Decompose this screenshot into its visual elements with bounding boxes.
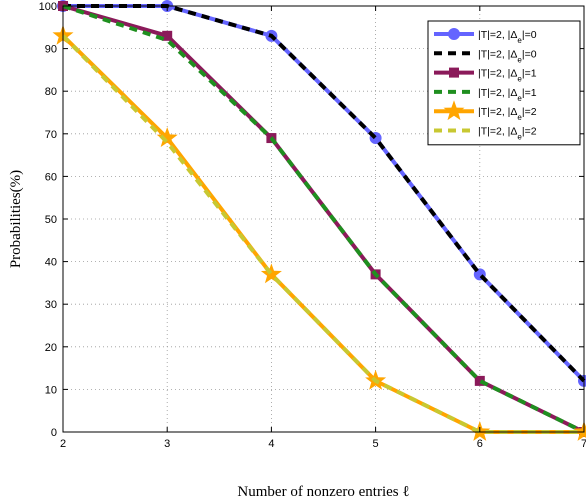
x-axis-label: Number of nonzero entries ℓ [237,484,409,500]
legend-box [427,20,581,146]
series-3 [62,4,585,434]
legend-label: |T|=2, |Δe|=2 [478,106,537,122]
legend-label: |T|=2, |Δe|=2 [478,126,537,142]
y-tick-label: 20 [45,342,57,354]
legend-entry: |T|=2, |Δe|=1 [434,87,537,103]
legend-entry: |T|=2, |Δe|=2 [434,100,537,122]
legend-label: |T|=2, |Δe|=0 [478,29,537,45]
y-tick-label: 30 [45,299,57,311]
x-tick-label: 3 [164,438,170,450]
legend-label: |T|=2, |Δe|=1 [478,87,537,103]
series-line [62,4,585,434]
y-tick-label: 60 [45,171,57,183]
data-point-square [162,30,173,41]
data-point-square [474,375,485,386]
legend-entry: |T|=2, |Δe|=0 [434,48,537,64]
y-tick-label: 70 [45,129,57,141]
legend-marker-square [449,67,459,78]
y-tick-label: 40 [45,257,57,269]
legend-marker-star [443,100,465,121]
y-tick-label: 50 [45,214,57,226]
legend-marker-circle [448,28,460,40]
y-tick-label: 0 [51,427,57,439]
y-tick-label: 100 [39,1,57,13]
y-tick-label: 80 [45,86,57,98]
x-tick-label: 4 [268,438,274,450]
legend-entry: |T|=2, |Δe|=0 [434,28,537,45]
legend-entry: |T|=2, |Δe|=2 [434,126,537,142]
legend-entry: |T|=2, |Δe|=1 [434,67,537,84]
data-point-star [573,421,586,441]
y-tick-label: 10 [45,384,57,396]
legend-label: |T|=2, |Δe|=1 [478,68,537,84]
x-tick-label: 7 [581,438,586,450]
x-tick-label: 5 [373,438,379,450]
data-point-star [156,127,178,147]
legend-label: |T|=2, |Δe|=0 [478,48,537,64]
grid-lines [63,6,584,432]
x-tick-label: 6 [477,438,483,450]
y-axis-label: Probabilities(%) [8,170,24,268]
data-point-star [260,263,282,284]
y-tick-label: 90 [45,44,57,56]
x-tick-label: 2 [60,438,66,450]
legend: |T|=2, |Δe|=0 |T|=2, |Δe|=0 |T|=2, |Δe|=1 |… [427,20,581,146]
